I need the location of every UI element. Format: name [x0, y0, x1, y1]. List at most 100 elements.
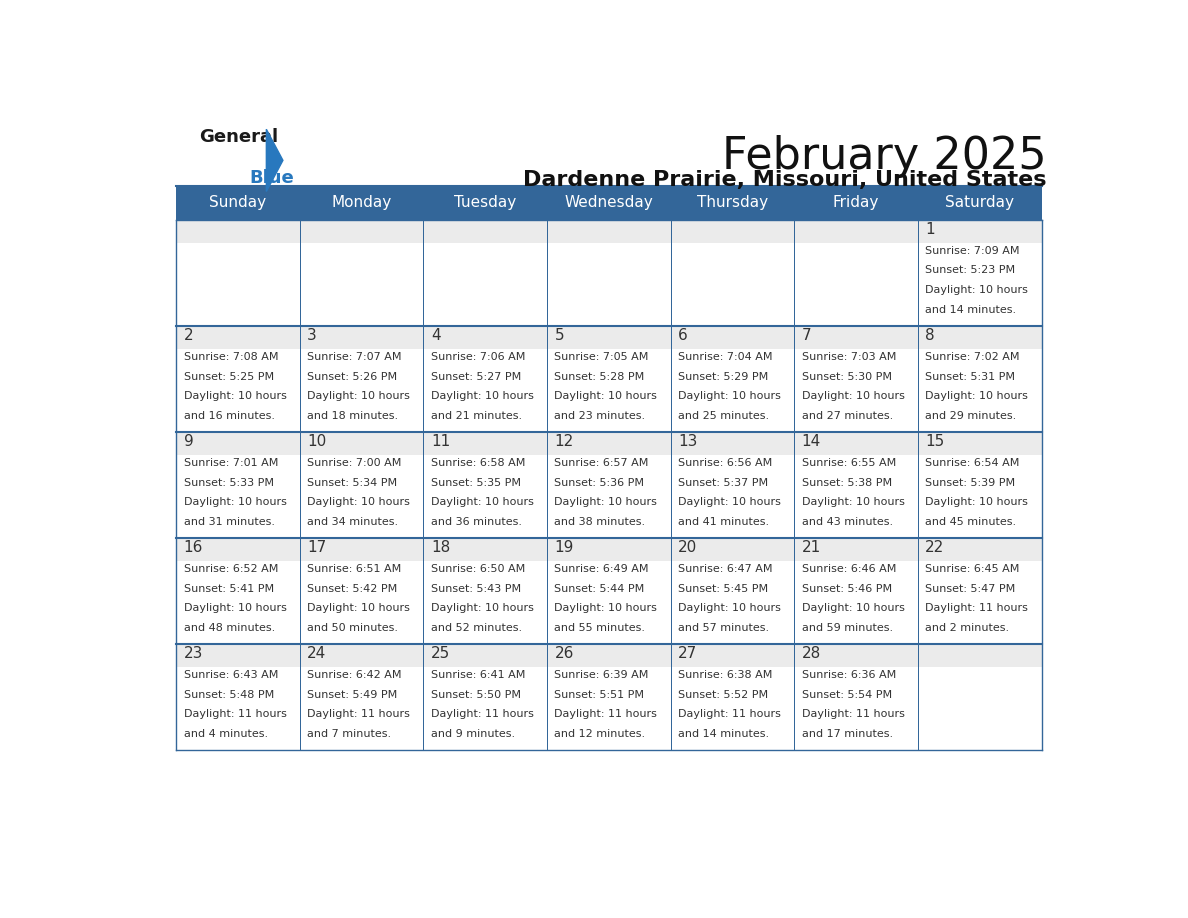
- Text: and 25 minutes.: and 25 minutes.: [678, 410, 769, 420]
- Bar: [918, 644, 1042, 667]
- Text: Thursday: Thursday: [697, 196, 769, 210]
- Bar: [918, 431, 1042, 455]
- Bar: [671, 561, 795, 644]
- Bar: [423, 219, 546, 243]
- Text: Sunrise: 6:50 AM: Sunrise: 6:50 AM: [431, 564, 525, 574]
- Text: and 59 minutes.: and 59 minutes.: [802, 622, 893, 633]
- Text: Sunset: 5:31 PM: Sunset: 5:31 PM: [925, 372, 1016, 382]
- Text: Sunrise: 6:38 AM: Sunrise: 6:38 AM: [678, 670, 772, 680]
- Text: Sunset: 5:50 PM: Sunset: 5:50 PM: [431, 689, 520, 700]
- Text: Sunset: 5:38 PM: Sunset: 5:38 PM: [802, 477, 892, 487]
- Bar: [176, 219, 299, 243]
- Text: Sunrise: 7:04 AM: Sunrise: 7:04 AM: [678, 352, 772, 362]
- Text: 23: 23: [183, 645, 203, 661]
- Bar: [299, 349, 423, 431]
- Text: Sunrise: 6:56 AM: Sunrise: 6:56 AM: [678, 458, 772, 468]
- Text: Sunrise: 6:47 AM: Sunrise: 6:47 AM: [678, 564, 772, 574]
- Bar: [546, 538, 671, 561]
- Text: Blue: Blue: [249, 169, 295, 187]
- Bar: [176, 455, 299, 538]
- Bar: [176, 349, 299, 431]
- Text: 17: 17: [308, 540, 327, 554]
- Text: Daylight: 11 hours: Daylight: 11 hours: [308, 710, 410, 719]
- Text: Sunrise: 7:03 AM: Sunrise: 7:03 AM: [802, 352, 896, 362]
- Text: 21: 21: [802, 540, 821, 554]
- Bar: [795, 219, 918, 243]
- Text: and 50 minutes.: and 50 minutes.: [308, 622, 398, 633]
- Text: Sunrise: 7:08 AM: Sunrise: 7:08 AM: [183, 352, 278, 362]
- Text: 10: 10: [308, 433, 327, 449]
- Text: Daylight: 10 hours: Daylight: 10 hours: [925, 498, 1029, 507]
- Bar: [299, 667, 423, 750]
- Text: Sunset: 5:45 PM: Sunset: 5:45 PM: [678, 584, 769, 594]
- Text: Daylight: 10 hours: Daylight: 10 hours: [431, 498, 533, 507]
- Text: Sunrise: 6:52 AM: Sunrise: 6:52 AM: [183, 564, 278, 574]
- Text: February 2025: February 2025: [721, 135, 1047, 178]
- Bar: [546, 219, 671, 243]
- Text: Daylight: 10 hours: Daylight: 10 hours: [183, 603, 286, 613]
- Text: and 2 minutes.: and 2 minutes.: [925, 622, 1010, 633]
- Text: Sunset: 5:33 PM: Sunset: 5:33 PM: [183, 477, 273, 487]
- Text: and 48 minutes.: and 48 minutes.: [183, 622, 274, 633]
- Bar: [299, 326, 423, 349]
- Text: Monday: Monday: [331, 196, 392, 210]
- Text: Sunset: 5:42 PM: Sunset: 5:42 PM: [308, 584, 398, 594]
- Bar: [795, 644, 918, 667]
- Bar: [671, 243, 795, 326]
- Text: Daylight: 10 hours: Daylight: 10 hours: [555, 498, 657, 507]
- Polygon shape: [266, 129, 283, 192]
- Text: Sunrise: 6:57 AM: Sunrise: 6:57 AM: [555, 458, 649, 468]
- Bar: [795, 243, 918, 326]
- Text: and 43 minutes.: and 43 minutes.: [802, 517, 893, 527]
- Text: Sunrise: 7:07 AM: Sunrise: 7:07 AM: [308, 352, 402, 362]
- Text: 24: 24: [308, 645, 327, 661]
- Bar: [918, 667, 1042, 750]
- Text: 16: 16: [183, 540, 203, 554]
- Text: Sunset: 5:52 PM: Sunset: 5:52 PM: [678, 689, 769, 700]
- Text: Daylight: 10 hours: Daylight: 10 hours: [431, 603, 533, 613]
- Text: Daylight: 10 hours: Daylight: 10 hours: [308, 603, 410, 613]
- Text: and 7 minutes.: and 7 minutes.: [308, 729, 391, 739]
- Text: Sunset: 5:41 PM: Sunset: 5:41 PM: [183, 584, 273, 594]
- Text: Sunset: 5:48 PM: Sunset: 5:48 PM: [183, 689, 273, 700]
- Bar: [546, 644, 671, 667]
- Bar: [918, 561, 1042, 644]
- Text: Sunset: 5:37 PM: Sunset: 5:37 PM: [678, 477, 769, 487]
- Bar: [918, 455, 1042, 538]
- Text: and 38 minutes.: and 38 minutes.: [555, 517, 645, 527]
- Text: 12: 12: [555, 433, 574, 449]
- Text: Sunrise: 7:01 AM: Sunrise: 7:01 AM: [183, 458, 278, 468]
- Text: and 23 minutes.: and 23 minutes.: [555, 410, 645, 420]
- Text: 19: 19: [555, 540, 574, 554]
- Text: Sunset: 5:25 PM: Sunset: 5:25 PM: [183, 372, 273, 382]
- Text: and 17 minutes.: and 17 minutes.: [802, 729, 893, 739]
- Text: Sunset: 5:23 PM: Sunset: 5:23 PM: [925, 265, 1016, 275]
- Bar: [671, 326, 795, 349]
- Text: Sunrise: 6:39 AM: Sunrise: 6:39 AM: [555, 670, 649, 680]
- Text: and 4 minutes.: and 4 minutes.: [183, 729, 267, 739]
- Bar: [671, 349, 795, 431]
- Text: Sunrise: 6:36 AM: Sunrise: 6:36 AM: [802, 670, 896, 680]
- Text: Sunset: 5:51 PM: Sunset: 5:51 PM: [555, 689, 644, 700]
- Text: Sunset: 5:54 PM: Sunset: 5:54 PM: [802, 689, 892, 700]
- Bar: [795, 667, 918, 750]
- Bar: [918, 243, 1042, 326]
- Text: 28: 28: [802, 645, 821, 661]
- Text: Sunrise: 6:46 AM: Sunrise: 6:46 AM: [802, 564, 896, 574]
- Bar: [299, 219, 423, 243]
- Text: Sunset: 5:35 PM: Sunset: 5:35 PM: [431, 477, 520, 487]
- Bar: [176, 185, 1042, 219]
- Text: Sunrise: 7:06 AM: Sunrise: 7:06 AM: [431, 352, 525, 362]
- Text: Daylight: 11 hours: Daylight: 11 hours: [678, 710, 781, 719]
- Bar: [918, 219, 1042, 243]
- Bar: [546, 243, 671, 326]
- Text: Daylight: 10 hours: Daylight: 10 hours: [678, 603, 781, 613]
- Text: Sunrise: 6:55 AM: Sunrise: 6:55 AM: [802, 458, 896, 468]
- Bar: [423, 431, 546, 455]
- Text: Sunday: Sunday: [209, 196, 266, 210]
- Text: Sunset: 5:43 PM: Sunset: 5:43 PM: [431, 584, 520, 594]
- Bar: [671, 431, 795, 455]
- Text: 25: 25: [431, 645, 450, 661]
- Bar: [299, 455, 423, 538]
- Text: Sunrise: 6:54 AM: Sunrise: 6:54 AM: [925, 458, 1019, 468]
